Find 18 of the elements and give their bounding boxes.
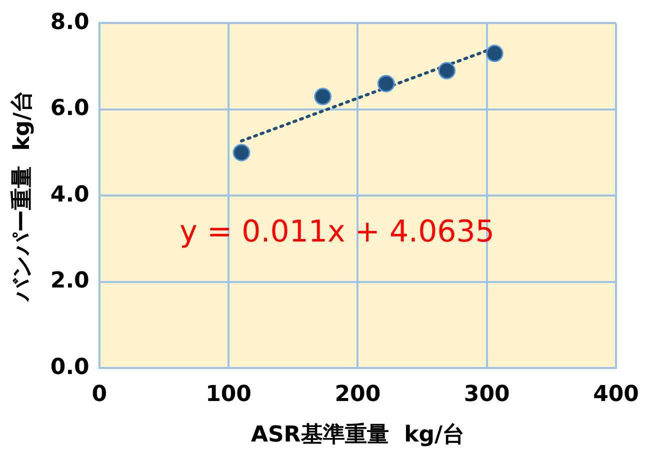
x-tick-label: 100: [206, 382, 252, 408]
x-tick-label: 0: [92, 382, 108, 408]
y-tick-label: 6.0: [50, 96, 90, 122]
x-tick-label: 300: [464, 382, 510, 408]
annotation: y = 0.011x + 4.0635: [180, 214, 494, 250]
y-tick-label: 8.0: [50, 10, 90, 35]
point: [377, 74, 395, 92]
y-axis-title: バンパー重量 kg/台: [10, 90, 35, 304]
point: [314, 88, 332, 106]
x-axis-title: ASR基準重量 kg/台: [250, 422, 464, 448]
y-tick-label: 4.0: [50, 182, 90, 208]
y-tick-label: 2.0: [50, 268, 90, 294]
x-tick-label: 200: [334, 382, 381, 408]
point: [438, 62, 456, 80]
x-tick-label: 400: [593, 382, 640, 408]
point: [232, 144, 250, 162]
y-tick-label: 0.0: [50, 354, 90, 380]
point: [486, 44, 504, 62]
